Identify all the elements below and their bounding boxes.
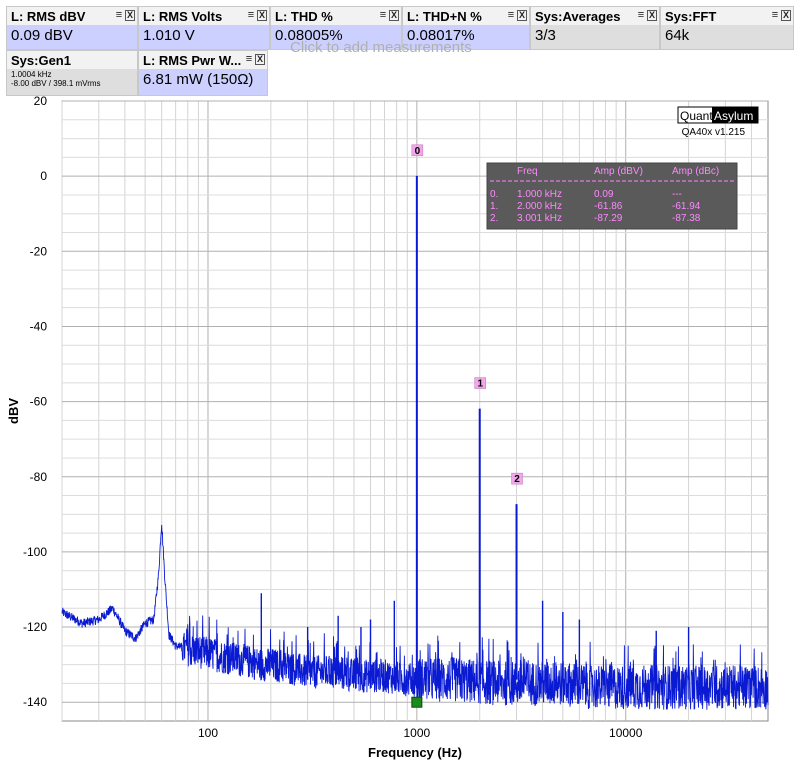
gen-frequency: 1.0004 kHz bbox=[11, 70, 52, 79]
peak-table-cell: -61.94 bbox=[672, 201, 701, 212]
y-tick-label: 0 bbox=[40, 169, 47, 183]
peak-markers[interactable]: 0 1 2 bbox=[411, 144, 523, 708]
tile-value: 3/3 bbox=[535, 27, 556, 44]
tile-title: L: THD+N % bbox=[407, 9, 482, 24]
tile-title: L: RMS Pwr W... bbox=[143, 53, 242, 68]
menu-icon[interactable]: ≡ bbox=[379, 9, 387, 21]
gen-level: -8.00 dBV / 398.1 mVrms bbox=[11, 79, 101, 88]
tile-gen1[interactable]: Sys:Gen1 1.0004 kHz -8.00 dBV / 398.1 mV… bbox=[6, 50, 138, 96]
peak-table-cell: 3.001 kHz bbox=[517, 213, 562, 224]
y-tick-label: -20 bbox=[30, 244, 48, 258]
brand-quant: Quant bbox=[680, 109, 713, 123]
peak-table bbox=[486, 162, 738, 230]
close-icon[interactable]: X bbox=[647, 10, 657, 21]
close-icon[interactable]: X bbox=[517, 10, 527, 21]
y-tick-label: -100 bbox=[23, 545, 47, 559]
peak-table-cell: 2.000 kHz bbox=[517, 201, 562, 212]
menu-icon[interactable]: ≡ bbox=[507, 9, 515, 21]
close-icon[interactable]: X bbox=[257, 10, 267, 21]
brand-box-dark bbox=[712, 107, 758, 123]
grid bbox=[61, 100, 768, 721]
tile-title: L: THD % bbox=[275, 9, 333, 24]
tile-averages[interactable]: Sys:Averages ≡ X 3/3 bbox=[530, 6, 660, 50]
tile-rms-power[interactable]: L: RMS Pwr W... ≡ X 6.81 mW (150Ω) bbox=[138, 50, 268, 96]
tile-rms-volts[interactable]: L: RMS Volts ≡ X 1.010 V bbox=[138, 6, 270, 50]
peak-marker-box bbox=[474, 377, 486, 389]
peak-table-cell: 1.000 kHz bbox=[517, 189, 562, 200]
y-tick-labels: 20 0 -20 -40 -60 -80 -100 -120 -140 bbox=[23, 94, 47, 709]
peak-marker-label: 0 bbox=[415, 146, 421, 157]
peak-marker-box bbox=[511, 472, 523, 485]
tile-thd[interactable]: L: THD % ≡ X 0.08005% bbox=[270, 6, 402, 50]
peak-table-cell: -87.29 bbox=[594, 213, 623, 224]
peak-table-cell: 2. bbox=[490, 213, 498, 224]
peak-table-cell: 0. bbox=[490, 189, 498, 200]
tile-value: 1.010 V bbox=[143, 27, 195, 44]
y-tick-label: -120 bbox=[23, 620, 47, 634]
menu-icon[interactable]: ≡ bbox=[247, 9, 255, 21]
cursor-marker bbox=[411, 696, 423, 708]
brand-asylum: Asylum bbox=[714, 109, 753, 123]
add-measurements-hint[interactable]: Click to add measurements bbox=[290, 39, 472, 56]
tile-title: Sys:Averages bbox=[535, 9, 621, 24]
close-icon[interactable]: X bbox=[255, 54, 265, 65]
tile-title: Sys:FFT bbox=[665, 9, 717, 24]
x-tick-label: 10000 bbox=[609, 726, 643, 740]
menu-icon[interactable]: ≡ bbox=[771, 9, 779, 21]
tile-value: 0.08005% bbox=[275, 27, 343, 44]
close-icon[interactable]: X bbox=[125, 10, 135, 21]
peak-table-cell: --- bbox=[672, 189, 682, 200]
noise-floor-line bbox=[61, 524, 769, 710]
peak-table-cell: 0.09 bbox=[594, 189, 614, 200]
tile-value: 6.81 mW (150Ω) bbox=[143, 71, 254, 88]
x-tick-label: 100 bbox=[198, 726, 218, 740]
tile-title: Sys:Gen1 bbox=[11, 53, 71, 68]
x-tick-labels: 100 1000 10000 bbox=[198, 726, 643, 740]
menu-icon[interactable]: ≡ bbox=[637, 9, 645, 21]
tile-title: L: RMS dBV bbox=[11, 9, 86, 24]
peak-table-header: Amp (dBV) bbox=[594, 166, 643, 177]
y-tick-label: -40 bbox=[30, 319, 48, 333]
tile-fft[interactable]: Sys:FFT ≡ X 64k bbox=[660, 6, 794, 50]
tile-value: 0.09 dBV bbox=[11, 27, 73, 44]
peak-table-cell: 1. bbox=[490, 201, 498, 212]
peak-marker-label: 2 bbox=[514, 474, 520, 485]
peak-table-text: Freq Amp (dBV) Amp (dBc) 0. 1.000 kHz 0.09 ---… bbox=[490, 166, 734, 224]
tile-rms-dbv[interactable]: L: RMS dBV ≡ X 0.09 dBV bbox=[6, 6, 138, 50]
x-tick-label: 1000 bbox=[403, 726, 430, 740]
tile-value: 64k bbox=[665, 27, 690, 44]
tile-thd-n[interactable]: L: THD+N % ≡ X 0.08017% bbox=[402, 6, 530, 50]
spectrum-trace bbox=[61, 175, 769, 710]
menu-icon[interactable]: ≡ bbox=[115, 9, 123, 21]
tile-value: 0.08017% bbox=[407, 27, 475, 44]
y-tick-label: -80 bbox=[30, 470, 48, 484]
peak-table-header: Freq bbox=[517, 166, 538, 177]
close-icon[interactable]: X bbox=[389, 10, 399, 21]
peak-marker-label: 1 bbox=[477, 379, 483, 390]
peak-table-header: Amp (dBc) bbox=[672, 166, 719, 177]
peak-marker-box bbox=[411, 144, 424, 157]
peak-table-cell: -61.86 bbox=[594, 201, 623, 212]
x-axis-label: Frequency (Hz) bbox=[368, 745, 462, 760]
y-axis-label: dBV bbox=[6, 398, 21, 424]
tile-title: L: RMS Volts bbox=[143, 9, 223, 24]
peak-table-cell: -87.38 bbox=[672, 213, 701, 224]
brand-version: QA40x v1.215 bbox=[682, 127, 746, 138]
y-tick-label: -140 bbox=[23, 695, 47, 709]
y-tick-label: 20 bbox=[34, 94, 48, 108]
close-icon[interactable]: X bbox=[781, 10, 791, 21]
menu-icon[interactable]: ≡ bbox=[245, 53, 253, 65]
y-tick-label: -60 bbox=[30, 395, 48, 409]
